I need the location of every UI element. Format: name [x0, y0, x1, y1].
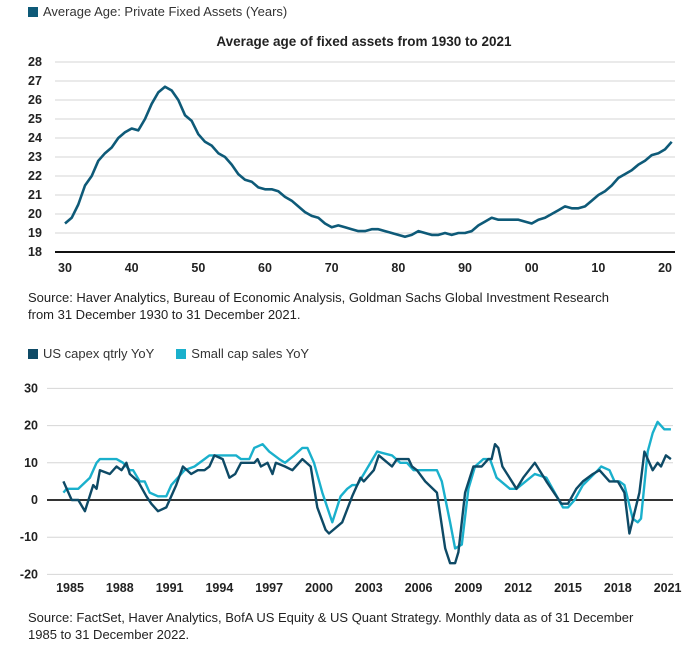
y-tick-label: 28: [28, 55, 42, 69]
legend-label: Small cap sales YoY: [191, 346, 310, 361]
legend-label: Average Age: Private Fixed Assets (Years…: [43, 4, 288, 19]
x-tick-label: 90: [458, 261, 472, 275]
y-tick-label: 20: [28, 207, 42, 221]
source-line: Source: FactSet, Haver Analytics, BofA U…: [28, 610, 634, 625]
x-tick-label: 2000: [305, 581, 333, 595]
series-line-us-capex: [62, 443, 672, 565]
y-tick-label: 30: [24, 381, 38, 395]
y-tick-label: 21: [28, 188, 42, 202]
y-tick-label: 25: [28, 112, 42, 126]
x-tick-label: 1988: [106, 581, 134, 595]
y-tick-label: 26: [28, 93, 42, 107]
x-tick-label: 2009: [454, 581, 482, 595]
series-line-average-age: [64, 85, 673, 239]
chart1-plot: 28 27 26 25 24 23 22 21 20 19 18 30 40 50 60 70 80 90 00 10…: [28, 55, 675, 275]
x-tick-label: 00: [525, 261, 539, 275]
legend-swatch: [28, 348, 38, 359]
x-tick-label: 20: [658, 261, 672, 275]
x-tick-label: 1985: [56, 581, 84, 595]
y-tick-label: 24: [28, 131, 42, 145]
y-tick-label: 18: [28, 245, 42, 259]
chart2-legend: US capex qtrly YoY Small cap sales YoY: [28, 346, 331, 361]
y-tick-label: 22: [28, 169, 42, 183]
y-tick-label: 19: [28, 226, 42, 240]
legend-item-small-cap: Small cap sales YoY: [176, 346, 309, 361]
x-tick-label: 10: [591, 261, 605, 275]
x-tick-label: 1991: [156, 581, 184, 595]
legend-item-us-capex: US capex qtrly YoY: [28, 346, 154, 361]
legend-swatch: [176, 348, 187, 359]
y-tick-label: 27: [28, 74, 42, 88]
x-tick-label: 2012: [504, 581, 532, 595]
legend-swatch: [28, 6, 38, 17]
x-tick-label: 1997: [255, 581, 283, 595]
x-tick-label: 2018: [604, 581, 632, 595]
chart2-source: Source: FactSet, Haver Analytics, BofA U…: [28, 609, 688, 643]
x-tick-label: 80: [391, 261, 405, 275]
chart1-source: Source: Haver Analytics, Bureau of Econo…: [28, 289, 688, 323]
legend-label: US capex qtrly YoY: [43, 346, 155, 361]
x-tick-label: 2015: [554, 581, 582, 595]
y-tick-label: 0: [31, 493, 38, 507]
y-tick-label: -20: [20, 567, 38, 581]
y-tick-label: 10: [24, 456, 38, 470]
x-tick-label: 2003: [355, 581, 383, 595]
x-tick-label: 50: [191, 261, 205, 275]
chart1-legend: Average Age: Private Fixed Assets (Years…: [28, 4, 309, 19]
x-tick-label: 1994: [205, 581, 233, 595]
x-tick-label: 30: [58, 261, 72, 275]
x-tick-label: 40: [125, 261, 139, 275]
x-tick-label: 2006: [405, 581, 433, 595]
source-line: Source: Haver Analytics, Bureau of Econo…: [28, 290, 609, 305]
source-line: from 31 December 1930 to 31 December 202…: [28, 307, 301, 322]
y-tick-label: 23: [28, 150, 42, 164]
x-tick-label: 60: [258, 261, 272, 275]
legend-item-average-age: Average Age: Private Fixed Assets (Years…: [28, 4, 287, 19]
x-tick-label: 70: [325, 261, 339, 275]
y-tick-label: -10: [20, 530, 38, 544]
x-tick-label: 2021: [654, 581, 682, 595]
source-line: 1985 to 31 December 2022.: [28, 627, 190, 642]
chart1-title: Average age of fixed assets from 1930 to…: [216, 34, 512, 49]
y-tick-label: 20: [24, 419, 38, 433]
